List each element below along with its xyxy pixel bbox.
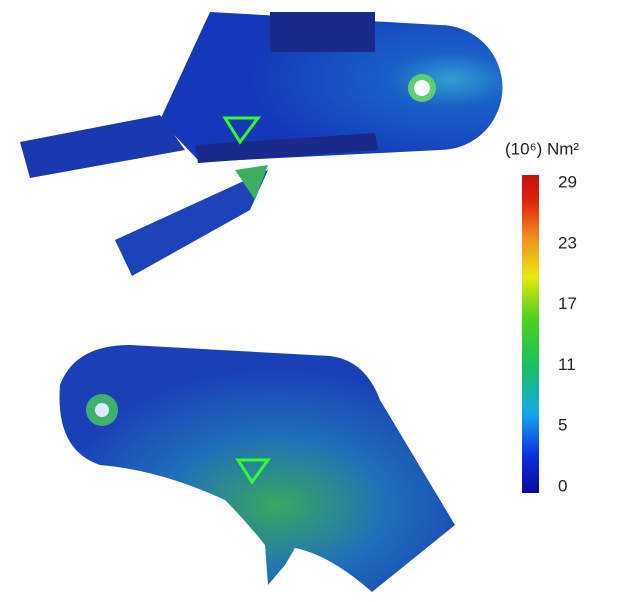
colorbar-tick-label: 5 <box>558 416 567 435</box>
colorbar-ticks: 29 23 17 11 5 0 <box>558 172 577 495</box>
colorbar-tick-label: 29 <box>558 172 577 191</box>
colorbar: (10⁶) Nm² 29 23 17 11 5 0 <box>505 139 579 495</box>
bottom-part <box>60 345 456 592</box>
colorbar-tick-label: 11 <box>558 355 576 374</box>
colorbar-scale <box>522 175 539 493</box>
colorbar-tick-label: 0 <box>558 476 567 495</box>
colorbar-label: (10⁶) Nm² <box>505 139 579 158</box>
colorbar-tick-label: 17 <box>558 294 577 313</box>
fea-figure: (10⁶) Nm² 29 23 17 11 5 0 <box>0 0 619 602</box>
top-part <box>20 12 503 276</box>
colorbar-tick-label: 23 <box>558 233 577 252</box>
